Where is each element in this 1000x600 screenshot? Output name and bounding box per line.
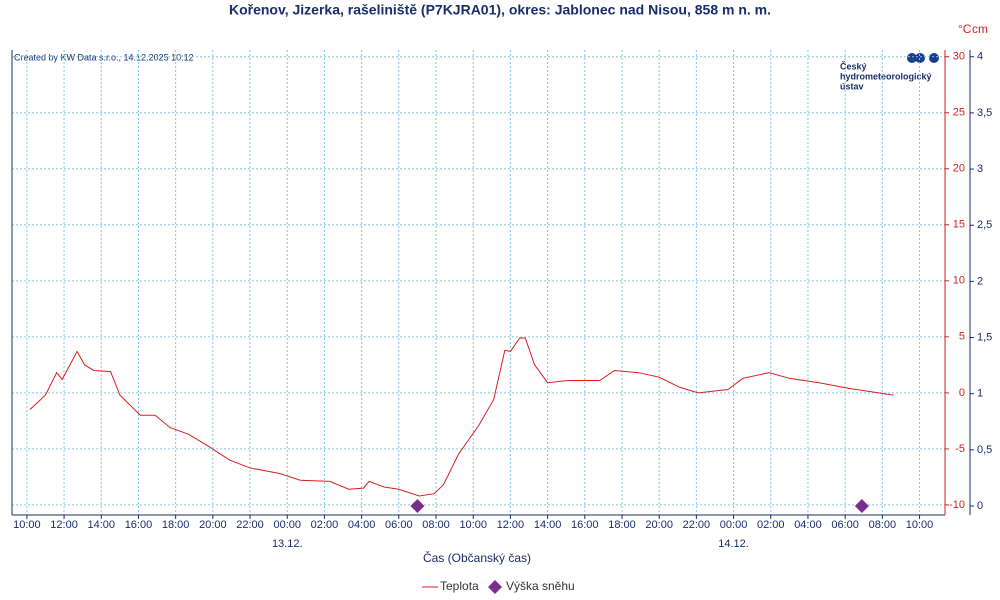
x-tick-label: 12:00 [50,519,78,531]
y2-tick-label: 1 [977,388,983,400]
date-label: 14.12. [718,538,749,550]
x-tick-label: 06:00 [385,519,413,531]
y-tick-label: 10 [953,275,965,287]
y2-tick-label: 0,5 [977,444,992,456]
x-tick-label: 16:00 [125,519,153,531]
x-tick-label: 22:00 [683,519,711,531]
x-tick-label: 02:00 [757,519,785,531]
x-tick-label: 04:00 [348,519,376,531]
x-tick-label: 18:00 [608,519,636,531]
logo-dot [929,53,939,63]
x-tick-label: 12:00 [497,519,525,531]
y-tick-label: 5 [959,331,965,343]
y-tick-label: -5 [955,443,965,455]
temperature-line [29,337,894,497]
x-tick-label: 14:00 [534,519,562,531]
x-axis-label: Čas (Občanský čas) [423,550,531,565]
legend-marker [488,580,502,594]
y2-tick-label: 3 [977,163,983,175]
x-tick-label: 16:00 [571,519,599,531]
y-tick-label: 25 [953,107,965,119]
y-tick-label: -10 [949,499,965,511]
logo-text: Český [840,60,867,71]
x-tick-label: 20:00 [199,519,227,531]
x-tick-label: 00:00 [720,519,748,531]
y-tick-label: 15 [953,219,965,231]
y2-tick-label: 0 [977,500,983,512]
x-tick-label: 10:00 [13,519,41,531]
x-tick-label: 14:00 [88,519,116,531]
x-tick-label: 08:00 [422,519,450,531]
x-tick-label: 20:00 [645,519,673,531]
y-tick-label: 30 [953,51,965,63]
y2-tick-label: 2 [977,275,983,287]
snow-marker [854,499,869,514]
x-tick-label: 04:00 [794,519,822,531]
chart-title: Kořenov, Jizerka, rašeliniště (P7KJRA01)… [229,2,771,18]
credit: Created by KW Data s.r.o., 14.12.2025 10… [14,52,194,62]
y2-tick-label: 1,5 [977,331,992,343]
x-tick-label: 10:00 [906,519,934,531]
x-tick-label: 08:00 [869,519,897,531]
x-tick-label: 02:00 [311,519,339,531]
x-tick-label: 22:00 [236,519,264,531]
x-tick-label: 00:00 [273,519,301,531]
logo-text: ústav [840,81,864,91]
y-tick-label: 20 [953,163,965,175]
y2-axis-label: cm [972,22,988,36]
logo-dot [907,53,917,63]
logo-text: hydrometeorologický [840,71,932,81]
y2-tick-label: 3,5 [977,107,992,119]
legend-label: Výška sněhu [506,579,575,593]
y2-tick-label: 4 [977,51,983,63]
y-axis-label: °C [958,22,972,36]
x-tick-label: 06:00 [831,519,859,531]
legend-label: Teplota [440,579,479,593]
x-tick-label: 10:00 [459,519,487,531]
y-tick-label: 0 [959,387,965,399]
y2-tick-label: 2,5 [977,219,992,231]
date-label: 13.12. [272,538,303,550]
snow-marker [410,499,425,514]
x-tick-label: 18:00 [162,519,190,531]
